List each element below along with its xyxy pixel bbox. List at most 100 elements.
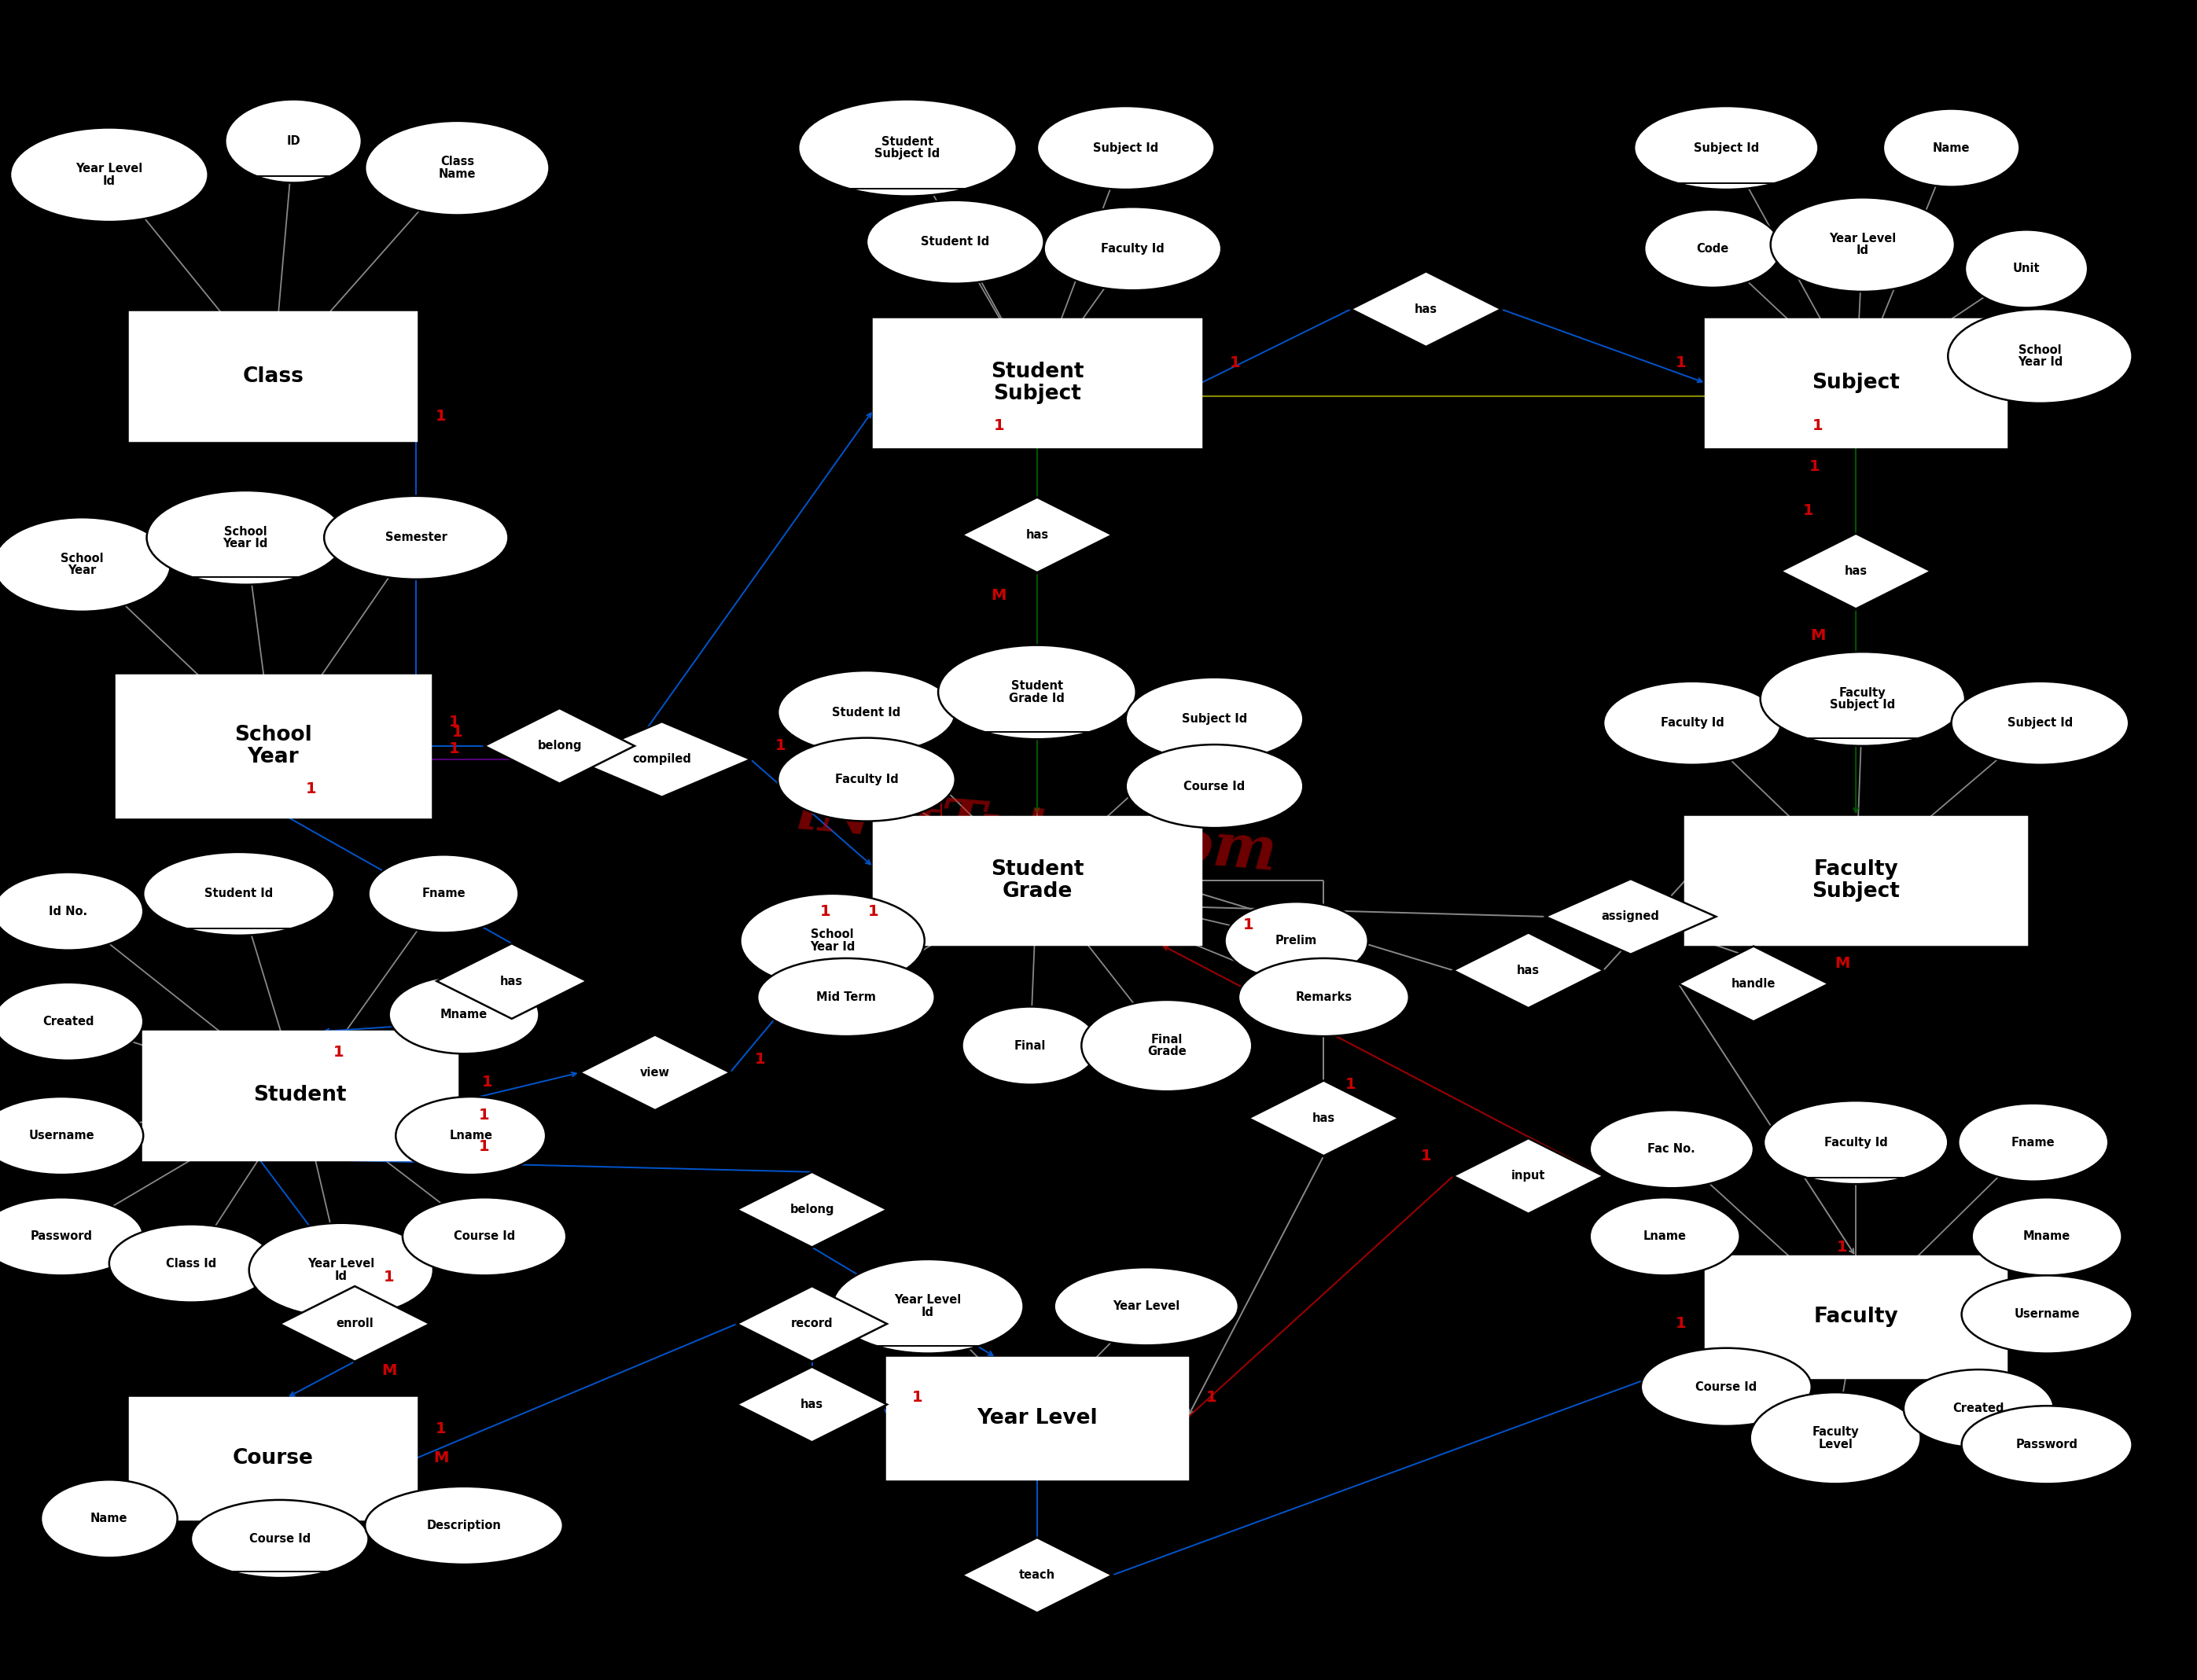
Ellipse shape xyxy=(1081,1000,1252,1092)
Text: Name: Name xyxy=(90,1512,127,1525)
Text: Semester: Semester xyxy=(384,531,448,544)
Ellipse shape xyxy=(1883,109,2019,186)
Text: enroll: enroll xyxy=(336,1317,373,1331)
Text: compiled: compiled xyxy=(633,753,692,766)
Text: Faculty
Subject Id: Faculty Subject Id xyxy=(1830,687,1896,711)
FancyBboxPatch shape xyxy=(1705,319,2006,447)
Ellipse shape xyxy=(0,1198,143,1275)
Ellipse shape xyxy=(1591,1110,1753,1188)
Ellipse shape xyxy=(1643,210,1782,287)
Text: Faculty: Faculty xyxy=(1813,1307,1898,1327)
Ellipse shape xyxy=(740,894,925,988)
Polygon shape xyxy=(736,1173,888,1247)
Ellipse shape xyxy=(1641,1347,1813,1426)
Text: 1: 1 xyxy=(1676,1317,1687,1331)
Text: input: input xyxy=(1512,1169,1544,1183)
Text: Prelim: Prelim xyxy=(1276,934,1318,948)
Polygon shape xyxy=(580,1035,729,1110)
Text: Faculty
Subject: Faculty Subject xyxy=(1813,858,1900,902)
Text: Student
Grade: Student Grade xyxy=(991,858,1083,902)
Text: Class Id: Class Id xyxy=(165,1257,215,1270)
Ellipse shape xyxy=(1224,902,1369,979)
Ellipse shape xyxy=(1958,1104,2109,1181)
Polygon shape xyxy=(1544,879,1716,954)
Text: Student Id: Student Id xyxy=(204,887,272,900)
Text: Username: Username xyxy=(2015,1309,2081,1320)
Text: 1: 1 xyxy=(479,1139,490,1154)
Text: Student: Student xyxy=(253,1085,347,1105)
Polygon shape xyxy=(736,1368,888,1441)
Ellipse shape xyxy=(938,645,1136,739)
Ellipse shape xyxy=(0,872,143,951)
Text: Faculty Id: Faculty Id xyxy=(1661,717,1725,729)
Text: Subject: Subject xyxy=(1813,373,1900,393)
Text: Subject Id: Subject Id xyxy=(2008,717,2072,729)
FancyBboxPatch shape xyxy=(874,816,1202,944)
FancyBboxPatch shape xyxy=(116,675,431,816)
Text: 1: 1 xyxy=(448,714,459,729)
Ellipse shape xyxy=(778,738,956,822)
Text: 1: 1 xyxy=(819,904,830,919)
Text: Username: Username xyxy=(29,1129,94,1142)
Text: Subject Id: Subject Id xyxy=(1694,141,1760,155)
Text: Student
Subject: Student Subject xyxy=(991,361,1083,405)
Text: Class
Name: Class Name xyxy=(439,156,477,180)
Text: 1: 1 xyxy=(1813,418,1824,433)
Ellipse shape xyxy=(224,99,363,183)
Text: Password: Password xyxy=(2017,1438,2078,1452)
Ellipse shape xyxy=(42,1480,178,1557)
Text: has: has xyxy=(800,1398,824,1411)
Text: has: has xyxy=(1516,964,1540,976)
Text: record: record xyxy=(791,1317,833,1331)
Text: Lname: Lname xyxy=(1643,1230,1687,1243)
Ellipse shape xyxy=(143,852,334,936)
Ellipse shape xyxy=(0,983,143,1060)
Ellipse shape xyxy=(1751,1393,1920,1483)
Text: belong: belong xyxy=(538,739,582,753)
Text: 1: 1 xyxy=(481,1075,492,1089)
Text: Fname: Fname xyxy=(2012,1136,2054,1149)
Polygon shape xyxy=(962,1537,1112,1613)
Ellipse shape xyxy=(1635,106,1819,190)
Ellipse shape xyxy=(1949,309,2131,403)
Text: Course Id: Course Id xyxy=(248,1532,310,1546)
Text: Course Id: Course Id xyxy=(1184,780,1246,793)
Text: 1: 1 xyxy=(776,739,787,753)
Text: Name: Name xyxy=(1933,141,1971,155)
Text: Faculty Id: Faculty Id xyxy=(835,773,899,786)
Text: Subject Id: Subject Id xyxy=(1182,712,1248,726)
Text: 1: 1 xyxy=(1244,917,1254,932)
Text: Subject Id: Subject Id xyxy=(1094,141,1158,155)
Ellipse shape xyxy=(866,200,1044,284)
Ellipse shape xyxy=(962,1006,1098,1085)
Text: assigned: assigned xyxy=(1602,911,1659,922)
Text: 1: 1 xyxy=(384,1270,393,1284)
Text: M: M xyxy=(1834,956,1850,971)
Text: 1: 1 xyxy=(868,904,879,919)
Text: Created: Created xyxy=(1953,1403,2004,1415)
Text: has: has xyxy=(1312,1112,1336,1124)
Ellipse shape xyxy=(1239,958,1408,1037)
Text: Class: Class xyxy=(242,366,303,386)
Text: 1: 1 xyxy=(305,781,316,796)
Ellipse shape xyxy=(369,855,518,932)
Text: 1: 1 xyxy=(1206,1391,1217,1404)
Text: 1: 1 xyxy=(448,741,459,756)
Ellipse shape xyxy=(778,670,956,754)
Text: 1: 1 xyxy=(1810,459,1821,474)
Text: handle: handle xyxy=(1731,978,1775,990)
Ellipse shape xyxy=(1962,1275,2131,1354)
Text: 1: 1 xyxy=(479,1109,490,1122)
Text: M: M xyxy=(382,1364,395,1378)
Ellipse shape xyxy=(1771,198,1955,292)
Text: M: M xyxy=(1810,628,1826,643)
Text: Course: Course xyxy=(233,1448,314,1468)
Text: School
Year: School Year xyxy=(235,724,312,768)
Polygon shape xyxy=(573,722,751,796)
Ellipse shape xyxy=(191,1500,369,1578)
Text: 1: 1 xyxy=(1421,1149,1432,1163)
Text: 1: 1 xyxy=(435,1421,446,1436)
Ellipse shape xyxy=(1037,106,1215,190)
Text: 1: 1 xyxy=(453,726,464,739)
Ellipse shape xyxy=(365,1487,562,1564)
